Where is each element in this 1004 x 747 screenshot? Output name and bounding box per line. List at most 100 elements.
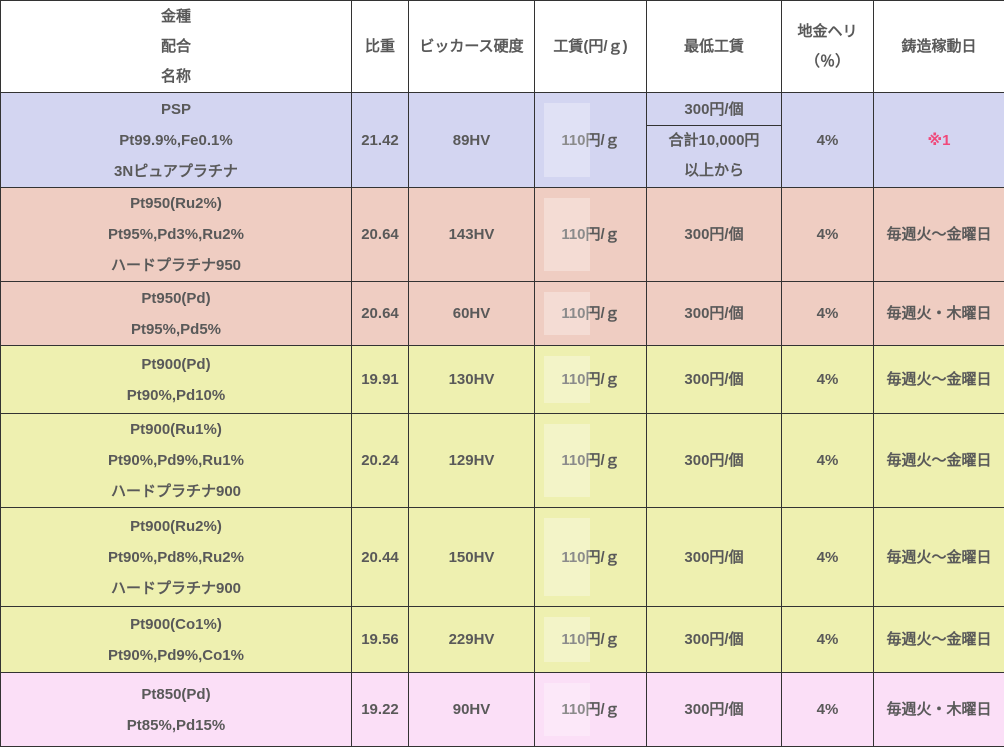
cell-metal-loss: 4%	[782, 607, 874, 673]
cell-specific-gravity: 21.42	[352, 93, 409, 188]
metal-composition: Pt99.9%,Fe0.1%	[1, 125, 351, 156]
metal-kind: PSP	[1, 94, 351, 125]
cell-casting-days: 毎週火～金曜日	[874, 414, 1004, 508]
cell-vickers-hardness: 150HV	[409, 508, 535, 607]
cell-min-wage: 300円/個	[647, 282, 782, 346]
header-cell-kind: 金種 配合 名称	[1, 1, 352, 93]
cell-kind: Pt850(Pd)Pt85%,Pd15%	[1, 673, 352, 747]
cell-metal-loss: 4%	[782, 414, 874, 508]
cell-metal-loss: 4%	[782, 282, 874, 346]
cell-specific-gravity: 20.24	[352, 414, 409, 508]
min-wage-note-line: 以上から	[684, 156, 744, 186]
cell-kind: Pt900(Ru2%)Pt90%,Pd8%,Ru2%ハードプラチナ900	[1, 508, 352, 607]
header-label-specific-gravity: 比重	[352, 32, 408, 62]
cell-kind: Pt950(Ru2%)Pt95%,Pd3%,Ru2%ハードプラチナ950	[1, 188, 352, 282]
header-label-min-wage: 最低工賃	[647, 32, 781, 62]
cell-metal-loss: 4%	[782, 673, 874, 747]
cell-min-wage: 300円/個合計10,000円以上から	[647, 93, 782, 188]
cell-wage-per-g: 110円/ｇ	[535, 346, 647, 414]
header-cell-metal-loss: 地金ヘリ （％）	[782, 1, 874, 93]
header-label-vickers-hardness: ビッカース硬度	[409, 32, 534, 62]
cell-metal-loss: 4%	[782, 508, 874, 607]
cell-wage-per-g: 110円/ｇ	[535, 673, 647, 747]
cell-casting-days: 毎週火・木曜日	[874, 282, 1004, 346]
cell-wage-per-g: 110円/ｇ	[535, 508, 647, 607]
cell-vickers-hardness: 229HV	[409, 607, 535, 673]
cell-specific-gravity: 19.56	[352, 607, 409, 673]
cell-vickers-hardness: 130HV	[409, 346, 535, 414]
cell-casting-days: 毎週火～金曜日	[874, 346, 1004, 414]
metal-kind: Pt900(Ru2%)	[1, 511, 351, 542]
header-label-name: 名称	[1, 62, 351, 92]
cell-vickers-hardness: 143HV	[409, 188, 535, 282]
header-cell-wage-per-g: 工賃(円/ｇ)	[535, 1, 647, 93]
cell-min-wage: 300円/個	[647, 414, 782, 508]
metal-composition: Pt90%,Pd9%,Co1%	[1, 640, 351, 671]
metal-composition: Pt90%,Pd10%	[1, 380, 351, 411]
cell-casting-days: ※1	[874, 93, 1004, 188]
metal-name: 3Nピュアプラチナ	[1, 156, 351, 187]
metal-composition: Pt95%,Pd5%	[1, 314, 351, 345]
cell-kind: Pt900(Pd)Pt90%,Pd10%	[1, 346, 352, 414]
header-cell-casting-days: 鋳造稼動日	[874, 1, 1004, 93]
cell-wage-per-g: 110円/ｇ	[535, 414, 647, 508]
header-row: 金種 配合 名称 比重 ビッカース硬度 工賃(円/ｇ) 最低工賃 地金ヘリ	[1, 1, 1004, 93]
cell-min-wage: 300円/個	[647, 508, 782, 607]
cell-wage-per-g: 110円/ｇ	[535, 93, 647, 188]
cell-min-wage: 300円/個	[647, 346, 782, 414]
cell-casting-days: 毎週火～金曜日	[874, 188, 1004, 282]
metal-composition: Pt85%,Pd15%	[1, 710, 351, 741]
metal-kind: Pt950(Ru2%)	[1, 188, 351, 219]
header-label-metal-loss: 地金ヘリ	[782, 17, 873, 47]
cell-kind: Pt900(Co1%)Pt90%,Pd9%,Co1%	[1, 607, 352, 673]
cell-casting-days: 毎週火・木曜日	[874, 673, 1004, 747]
metal-kind: Pt950(Pd)	[1, 283, 351, 314]
cell-wage-per-g: 110円/ｇ	[535, 607, 647, 673]
metal-kind: Pt900(Ru1%)	[1, 414, 351, 445]
cell-min-wage: 300円/個	[647, 673, 782, 747]
header-cell-min-wage: 最低工賃	[647, 1, 782, 93]
metal-name: ハードプラチナ900	[1, 476, 351, 507]
min-wage-amount: 300円/個	[647, 94, 781, 126]
header-label-kind: 金種	[1, 2, 351, 32]
metal-kind: Pt850(Pd)	[1, 679, 351, 710]
header-label-metal-loss-unit: （％）	[782, 47, 873, 77]
header-label-wage-per-g: 工賃(円/ｇ)	[535, 32, 646, 62]
cell-min-wage: 300円/個	[647, 188, 782, 282]
header-cell-specific-gravity: 比重	[352, 1, 409, 93]
header-label-casting-days: 鋳造稼動日	[874, 32, 1004, 62]
metal-name: ハードプラチナ950	[1, 250, 351, 281]
cell-vickers-hardness: 89HV	[409, 93, 535, 188]
cell-vickers-hardness: 90HV	[409, 673, 535, 747]
cell-vickers-hardness: 129HV	[409, 414, 535, 508]
cell-vickers-hardness: 60HV	[409, 282, 535, 346]
min-wage-note-line: 合計10,000円	[669, 126, 760, 156]
header-label-composition: 配合	[1, 32, 351, 62]
metal-kind: Pt900(Co1%)	[1, 609, 351, 640]
cell-specific-gravity: 19.22	[352, 673, 409, 747]
cell-casting-days: 毎週火～金曜日	[874, 607, 1004, 673]
header-cell-vickers-hardness: ビッカース硬度	[409, 1, 535, 93]
metal-composition: Pt90%,Pd8%,Ru2%	[1, 542, 351, 573]
cell-casting-days: 毎週火～金曜日	[874, 508, 1004, 607]
cell-min-wage: 300円/個	[647, 607, 782, 673]
metal-composition: Pt90%,Pd9%,Ru1%	[1, 445, 351, 476]
cell-metal-loss: 4%	[782, 93, 874, 188]
cell-wage-per-g: 110円/ｇ	[535, 188, 647, 282]
cell-kind: Pt950(Pd)Pt95%,Pd5%	[1, 282, 352, 346]
cell-specific-gravity: 20.64	[352, 282, 409, 346]
cell-specific-gravity: 20.64	[352, 188, 409, 282]
cell-specific-gravity: 19.91	[352, 346, 409, 414]
cell-kind: Pt900(Ru1%)Pt90%,Pd9%,Ru1%ハードプラチナ900	[1, 414, 352, 508]
